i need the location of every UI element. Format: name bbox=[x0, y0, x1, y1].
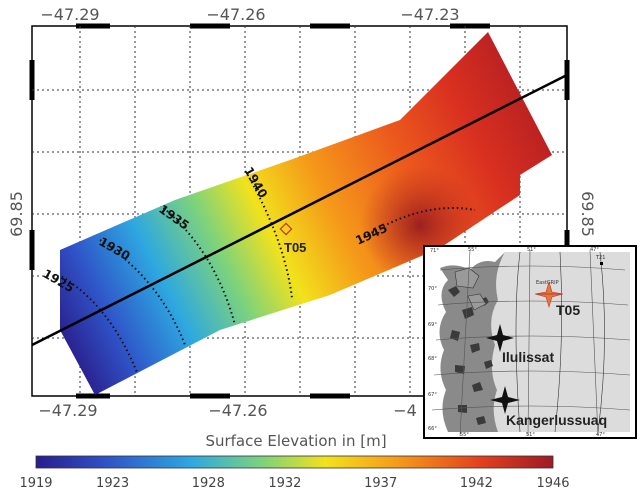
top-tick-1: −47.29 bbox=[40, 5, 99, 24]
inset-lon-bottom-2: 51° bbox=[526, 432, 535, 438]
coastline bbox=[439, 252, 505, 432]
inset-map: 71° 70° 69° 68° 67° 66° 55° 51° 47° 55° … bbox=[423, 245, 637, 439]
inset-lat-71: 71° bbox=[430, 248, 439, 254]
inset-lon-top-3: 47° bbox=[590, 247, 599, 253]
top-tick-3: −47.23 bbox=[400, 5, 459, 24]
frame-edge-ticks bbox=[29, 23, 570, 399]
inset-lat-67: 67° bbox=[428, 392, 437, 398]
coast-texture bbox=[448, 286, 493, 425]
colorbar-tick-label: 1937 bbox=[364, 476, 397, 491]
colorbar-tick-label: 1946 bbox=[536, 476, 569, 491]
top-tick-2: −47.26 bbox=[206, 5, 265, 24]
colorbar-tick-label: 1919 bbox=[19, 476, 52, 491]
inset-flow-lines bbox=[515, 251, 605, 433]
inset-label-t21: T21 bbox=[595, 255, 605, 261]
inset-lon-bottom-1: 55° bbox=[460, 432, 469, 438]
colorbar: Surface Elevation in [m] 1919 1923 1928 193… bbox=[19, 432, 569, 491]
t21-marker-icon bbox=[600, 262, 603, 265]
colorbar-tick-label: 1923 bbox=[96, 476, 129, 491]
site-marker-t05: T05 bbox=[279, 222, 306, 255]
kangerlussuaq-star-icon bbox=[490, 386, 520, 414]
transect-line bbox=[31, 73, 568, 347]
colorbar-title: Surface Elevation in [m] bbox=[205, 432, 386, 450]
inset-label-ilulissat: Ilulissat bbox=[502, 349, 554, 365]
colorbar-tick-label: 1942 bbox=[460, 476, 493, 491]
inset-lat-70: 70° bbox=[428, 286, 437, 292]
inset-lon-bottom-3: 47° bbox=[596, 432, 605, 438]
inset-label-egrip: EastGRIP bbox=[536, 280, 559, 286]
islands bbox=[454, 267, 487, 311]
bottom-tick-2: −47.26 bbox=[208, 401, 267, 420]
t05-star-icon bbox=[534, 280, 564, 309]
left-tick: 69.85 bbox=[7, 191, 26, 237]
ilulissat-star-icon bbox=[486, 324, 514, 352]
contour-lines bbox=[60, 169, 476, 381]
ice-sheet bbox=[491, 252, 630, 432]
inset-label-t05: T05 bbox=[556, 302, 580, 318]
right-tick: 69.85 bbox=[578, 191, 597, 237]
contour-1945 bbox=[359, 207, 476, 241]
inset-lat-69: 69° bbox=[428, 322, 437, 328]
contour-1935 bbox=[159, 204, 236, 326]
inset-lon-top-1: 55° bbox=[468, 247, 477, 253]
site-diamond-icon bbox=[279, 222, 293, 236]
colorbar-tick-label: 1928 bbox=[192, 476, 225, 491]
inset-lat-68: 68° bbox=[428, 356, 437, 362]
inset-lat-66: 66° bbox=[428, 426, 437, 432]
bottom-tick-1: −47.29 bbox=[38, 401, 97, 420]
colorbar-ramp bbox=[35, 455, 554, 469]
contour-1930 bbox=[99, 239, 186, 346]
inset-lon-top-2: 51° bbox=[527, 247, 536, 253]
inset-graticule bbox=[431, 249, 631, 437]
bottom-tick-3: −4 bbox=[393, 401, 417, 420]
colorbar-ticks: 1919 1923 1928 1932 1937 1942 1946 bbox=[19, 476, 569, 491]
inset-label-kangerlussuaq: Kangerlussuaq bbox=[506, 412, 607, 428]
contour-1925 bbox=[60, 269, 141, 381]
site-label-t05: T05 bbox=[284, 240, 306, 255]
colorbar-tick-label: 1932 bbox=[268, 476, 301, 491]
